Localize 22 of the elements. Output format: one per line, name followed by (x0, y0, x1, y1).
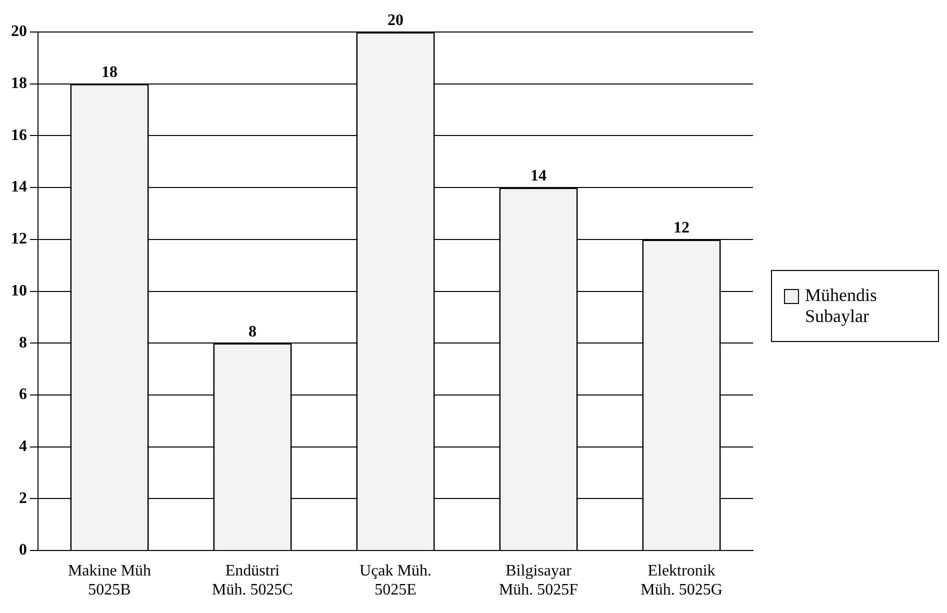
data-label: 20 (388, 12, 404, 30)
y-tick-label: 12 (11, 230, 27, 248)
y-tick-label: 18 (11, 75, 27, 92)
x-tick-label: Uçak Müh. 5025E (360, 562, 432, 599)
data-label: 8 (248, 323, 256, 340)
y-tick-label: 16 (11, 126, 27, 144)
y-tick-label: 10 (11, 282, 27, 300)
y-tick-label: 0 (19, 542, 27, 559)
y-tick-label: 2 (19, 490, 27, 507)
x-tick-label: Endüstri Müh. 5025C (212, 562, 293, 599)
x-tick-label: Makine Müh 5025B (68, 562, 152, 599)
data-label: 14 (530, 168, 546, 185)
y-tick-label: 14 (11, 178, 27, 196)
data-label: 18 (102, 64, 118, 81)
y-tick-label: 8 (19, 334, 27, 352)
y-tick-label: 6 (19, 386, 27, 404)
text: Mühendis Subaylar (805, 284, 878, 326)
x-tick-label: Elektronik Müh. 5025G (640, 562, 723, 599)
data-label: 12 (674, 220, 690, 237)
y-tick-label: 20 (11, 23, 27, 40)
x-tick-label: Bilgisayar Müh. 5025F (498, 562, 578, 599)
y-tick-label: 4 (19, 438, 27, 456)
